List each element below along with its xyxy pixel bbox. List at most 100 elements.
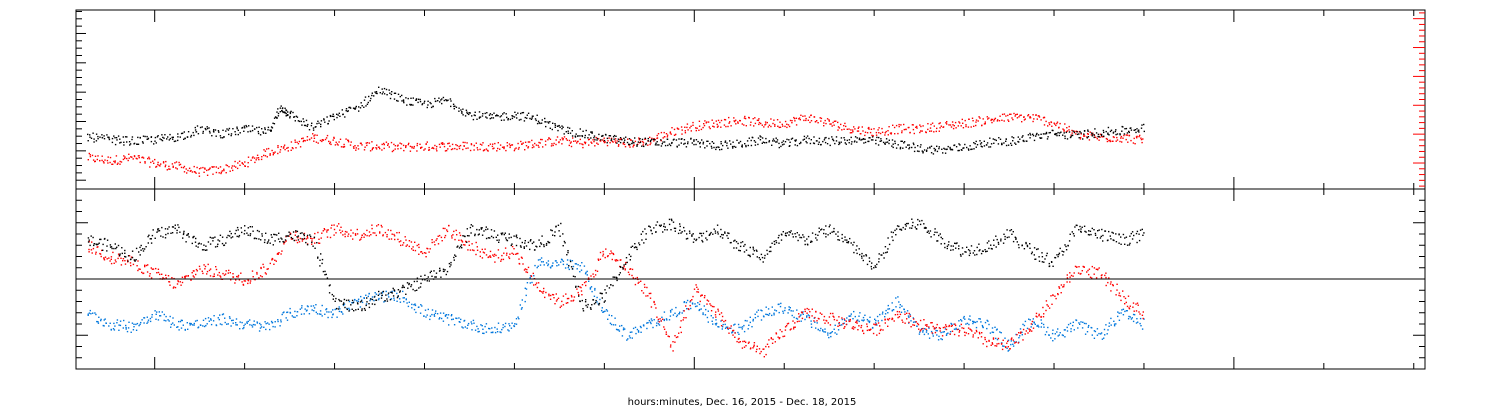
velocity-point (191, 171, 194, 173)
velocity-point (782, 125, 784, 127)
bx-point (905, 225, 907, 227)
bx-point (472, 225, 474, 227)
by-point (619, 325, 621, 327)
bx-point (480, 228, 483, 230)
velocity-point (938, 130, 940, 132)
bz-point (458, 232, 461, 234)
bx-point (343, 298, 346, 301)
bx-point (679, 223, 681, 225)
velocity-point (188, 167, 191, 169)
bz-point (302, 238, 304, 241)
density-point (1108, 134, 1110, 136)
by-point (1019, 335, 1021, 337)
velocity-point (476, 147, 478, 149)
bz-point (756, 345, 758, 347)
velocity-point (517, 148, 520, 150)
by-point (442, 312, 445, 314)
velocity-point (894, 133, 896, 135)
bz-point (693, 288, 696, 290)
density-point (529, 117, 531, 120)
density-point (345, 109, 347, 112)
bz-point (920, 328, 922, 331)
velocity-point (559, 139, 562, 141)
bz-point (670, 344, 672, 346)
density-point (776, 141, 778, 143)
velocity-point (549, 138, 552, 140)
bx-point (508, 237, 510, 239)
bx-point (811, 240, 813, 243)
density-point (136, 143, 138, 145)
by-point (116, 319, 119, 321)
velocity-point (978, 116, 980, 118)
bx-point (721, 233, 723, 236)
bz-point (930, 322, 932, 324)
velocity-point (355, 149, 357, 151)
density-point (437, 100, 439, 102)
by-point (519, 304, 521, 306)
density-point (832, 138, 834, 141)
bx-point (773, 240, 775, 243)
density-point (364, 96, 367, 98)
density-point (1066, 138, 1069, 140)
bx-point (912, 221, 914, 224)
velocity-point (756, 119, 759, 121)
bz-point (625, 261, 627, 264)
bx-point (525, 245, 528, 247)
by-point (212, 320, 215, 322)
bx-point (515, 235, 517, 238)
bz-point (841, 317, 843, 319)
by-point (782, 310, 784, 312)
bx-point (333, 295, 335, 297)
density-point (732, 147, 734, 149)
bx-point (152, 229, 154, 231)
velocity-point (999, 115, 1001, 117)
bx-point (847, 241, 850, 243)
bz-point (857, 329, 859, 331)
velocity-point (447, 142, 449, 145)
by-point (652, 326, 654, 329)
density-point (289, 115, 291, 118)
by-point (782, 312, 785, 314)
velocity-point (503, 146, 505, 148)
bx-point (357, 303, 359, 305)
by-point (904, 311, 906, 313)
bz-point (469, 249, 472, 251)
bz-point (344, 230, 347, 233)
density-point (944, 152, 947, 154)
bx-point (345, 299, 348, 302)
by-point (973, 321, 975, 323)
density-point (103, 138, 106, 140)
density-point (913, 143, 915, 146)
by-point (265, 322, 267, 325)
bz-point (555, 293, 557, 295)
by-point (547, 260, 550, 262)
density-point (783, 143, 785, 145)
bx-point (785, 235, 787, 237)
bz-point (782, 335, 784, 338)
velocity-point (666, 136, 669, 138)
bx-point (814, 233, 817, 236)
density-point (988, 146, 990, 148)
velocity-point (511, 144, 514, 146)
bx-point (674, 227, 677, 230)
velocity-point (209, 167, 211, 169)
bx-point (650, 229, 652, 231)
by-point (763, 316, 765, 318)
by-point (1101, 338, 1104, 340)
bz-point (475, 241, 477, 244)
velocity-point (162, 161, 165, 163)
bx-point (442, 270, 445, 272)
bx-point (914, 226, 916, 228)
bz-point (318, 242, 321, 244)
bz-point (913, 318, 915, 320)
bx-point (319, 265, 321, 267)
bz-point (1142, 311, 1144, 313)
density-point (1032, 133, 1034, 135)
by-point (972, 322, 974, 325)
by-point (668, 319, 671, 321)
bx-point (392, 287, 394, 290)
density-point (1047, 136, 1049, 138)
bz-point (359, 239, 361, 241)
bx-point (846, 239, 848, 241)
by-point (270, 320, 273, 323)
